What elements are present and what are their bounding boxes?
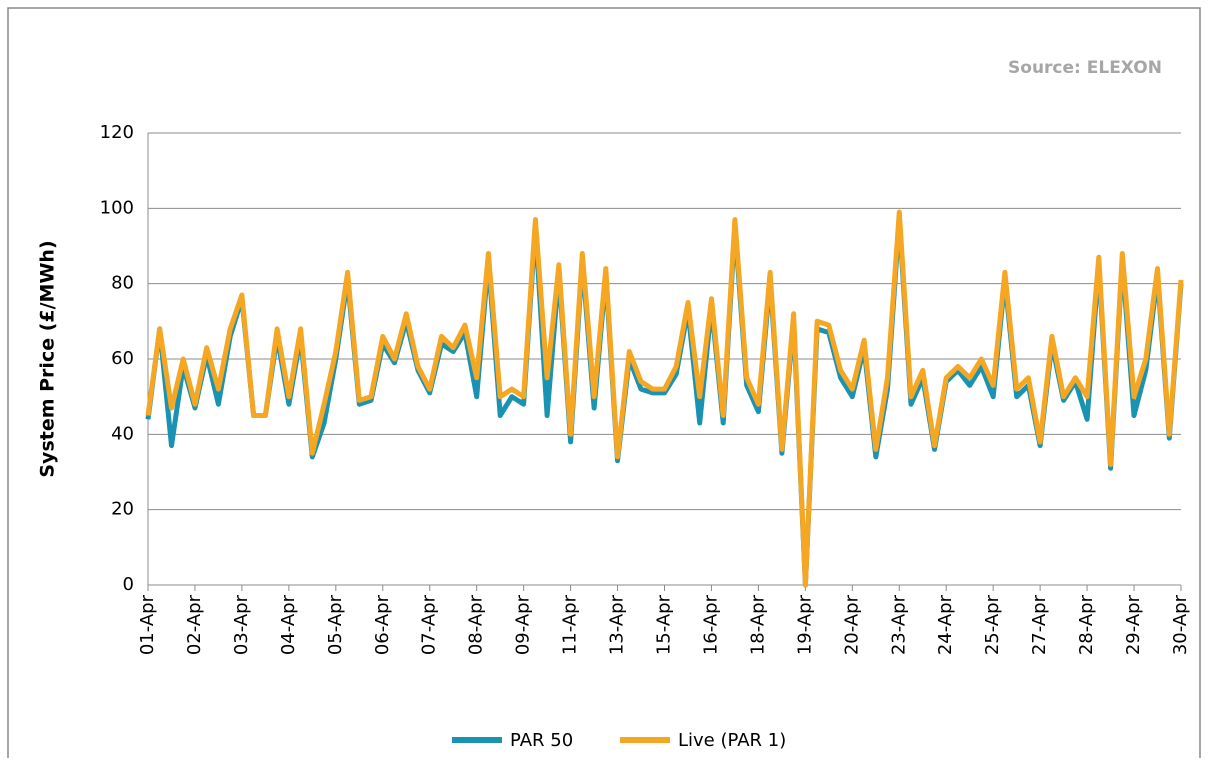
y-tick-label: 20 [111,499,134,520]
x-tick-label: 23-Apr [888,594,909,655]
x-tick-label: 29-Apr [1123,594,1144,655]
chart-border [7,7,1201,762]
x-tick-label: 20-Apr [841,594,862,655]
x-tick-label: 25-Apr [982,594,1003,655]
y-tick-label: 0 [123,574,134,595]
x-tick-label: 07-Apr [419,594,440,655]
y-tick-label: 60 [111,348,134,369]
annotation: Source: ELEXON [1008,58,1162,78]
x-tick-label: 16-Apr [700,594,721,655]
x-tick-label: 03-Apr [231,594,252,655]
x-tick-label: 04-Apr [278,594,299,655]
y-tick-label: 40 [111,423,134,444]
x-tick-label: 05-Apr [325,594,346,655]
x-tick-label: 19-Apr [794,594,815,655]
series-line [145,209,1184,588]
x-tick-label: 06-Apr [372,594,393,655]
y-axis-label: System Price (£/MWh) [37,240,59,477]
x-tick-label: 30-Apr [1170,594,1191,655]
legend-label: Live (PAR 1) [678,730,786,751]
x-tick-label: 13-Apr [607,594,628,655]
x-tick-label: 01-Apr [137,594,158,655]
x-tick-label: 28-Apr [1076,594,1097,655]
x-tick-label: 02-Apr [184,594,205,655]
y-tick-label: 120 [100,122,134,143]
x-tick-label: 09-Apr [513,594,534,655]
x-tick-label: 11-Apr [560,594,581,655]
legend-label: PAR 50 [510,730,573,751]
y-tick-label: 80 [111,273,134,294]
x-tick-label: 24-Apr [935,594,956,655]
x-tick-label: 18-Apr [747,594,768,655]
x-tick-label: 08-Apr [466,594,487,655]
y-tick-label: 100 [100,197,134,218]
x-tick-label: 15-Apr [654,594,675,655]
x-tick-label: 27-Apr [1029,594,1050,655]
